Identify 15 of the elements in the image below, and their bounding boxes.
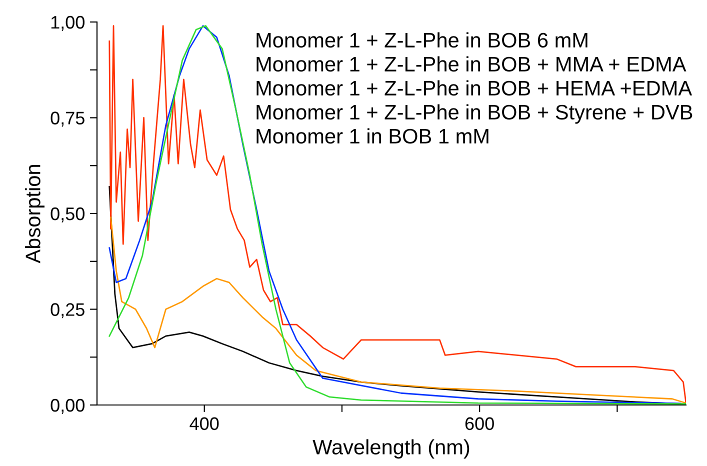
line-series bbox=[110, 216, 686, 404]
annotation: Monomer 1 + Z-L-Phe in BOB 6 mM bbox=[256, 32, 588, 48]
annotation: Monomer 1 in BOB 1 mM bbox=[256, 128, 488, 144]
x-axis-title: Wavelength (nm) bbox=[312, 439, 470, 459]
annotation: Monomer 1 + Z-L-Phe in BOB + MMA + EDMA bbox=[256, 56, 686, 72]
y-tick-label: 0,50 bbox=[50, 207, 84, 222]
annotation: Monomer 1 + Z-L-Phe in BOB + Styrene + DVB bbox=[256, 104, 692, 124]
y-axis-title: Absorption bbox=[25, 165, 44, 264]
y-tick-label: 0,75 bbox=[50, 112, 84, 127]
x-tick-label: 600 bbox=[465, 417, 494, 430]
x-tick-label: 400 bbox=[190, 417, 219, 430]
y-tick-label: 0,25 bbox=[50, 303, 84, 318]
y-tick-label: 1,00 bbox=[51, 16, 84, 31]
annotation: Monomer 1 + Z-L-Phe in BOB + HEMA +EDMA bbox=[256, 80, 692, 96]
y-tick-label: 0,00 bbox=[50, 398, 84, 414]
